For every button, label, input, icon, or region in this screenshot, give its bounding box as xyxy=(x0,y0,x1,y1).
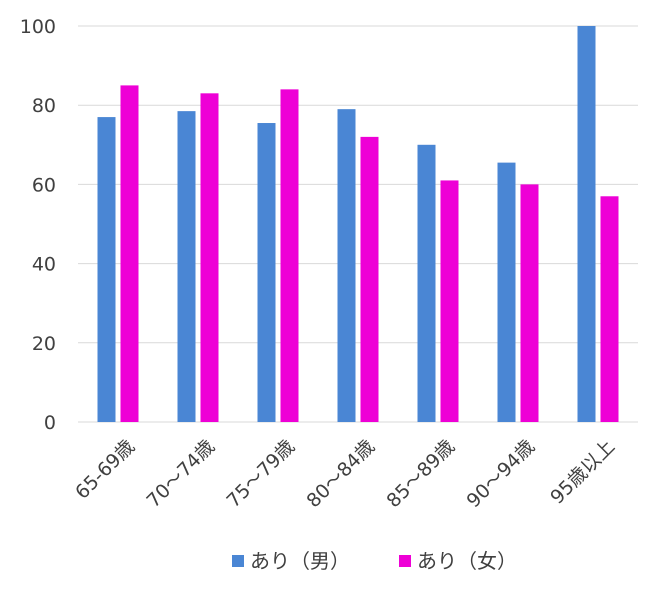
bar-series-2-6 xyxy=(520,184,539,422)
bar-series-2-3 xyxy=(280,89,299,423)
legend-label-1: あり（男） xyxy=(250,549,350,573)
legend-swatch-1 xyxy=(232,555,244,567)
bar-series-1-7 xyxy=(577,26,596,422)
legend-label-2: あり（女） xyxy=(417,549,517,573)
gridlines xyxy=(78,25,638,423)
y-tick-label: 0 xyxy=(44,412,56,434)
y-axis-ticks: 0 20 40 60 80 100 xyxy=(20,16,56,434)
y-tick-label: 80 xyxy=(32,95,56,117)
bar-series-1-5 xyxy=(417,144,436,423)
y-tick-label: 100 xyxy=(20,16,56,38)
bar-series-1-3 xyxy=(257,123,276,423)
bar-series-2-2 xyxy=(200,93,219,422)
x-tick-label: 85～89歳 xyxy=(383,436,460,513)
x-tick-label: 65-69歳 xyxy=(71,436,139,504)
bar-series-1-2 xyxy=(177,111,196,422)
y-tick-label: 20 xyxy=(32,333,56,355)
bar-series-1-6 xyxy=(497,162,516,422)
bar-series-2-7 xyxy=(600,196,619,422)
y-tick-label: 40 xyxy=(32,254,56,276)
bar-series-2-1 xyxy=(120,85,139,423)
bars xyxy=(97,26,619,423)
bar-series-1-4 xyxy=(337,109,356,422)
x-tick-label: 95歳以上 xyxy=(546,436,619,509)
x-tick-label: 90～94歳 xyxy=(463,436,540,513)
bar-series-2-5 xyxy=(440,180,459,422)
bar-series-1-1 xyxy=(97,117,116,422)
bar-series-2-4 xyxy=(360,136,379,422)
legend-swatch-2 xyxy=(399,555,411,567)
y-tick-label: 60 xyxy=(32,174,56,196)
x-tick-label: 80～84歳 xyxy=(303,436,380,513)
x-axis-ticks: 65-69歳 70～74歳 75～79歳 80～84歳 85～89歳 90～94歳 95歳以… xyxy=(71,436,619,513)
legend: あり（男） あり（女） xyxy=(232,549,517,573)
x-tick-label: 75～79歳 xyxy=(223,436,300,513)
x-tick-label: 70～74歳 xyxy=(143,436,220,513)
